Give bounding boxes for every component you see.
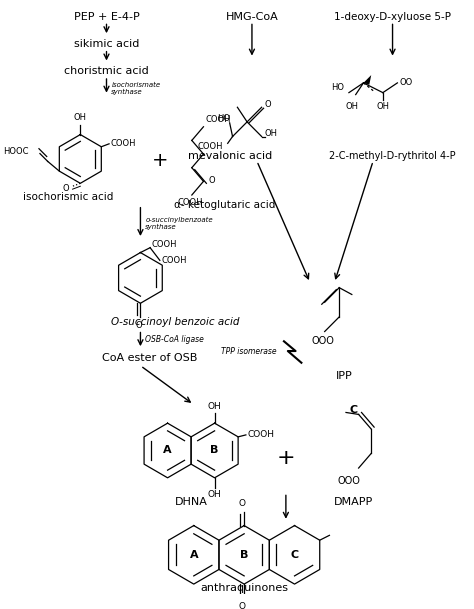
Text: COOH: COOH <box>205 115 231 124</box>
Text: O: O <box>135 321 142 330</box>
Text: COOH: COOH <box>151 241 177 249</box>
Text: OH: OH <box>346 102 358 111</box>
Text: HO: HO <box>217 114 229 124</box>
Text: COOH: COOH <box>197 142 223 151</box>
Text: OOO: OOO <box>311 336 334 347</box>
Text: A: A <box>163 446 172 456</box>
Text: TPP isomerase: TPP isomerase <box>220 347 276 356</box>
Text: B: B <box>240 550 248 560</box>
Text: COOH: COOH <box>110 139 136 149</box>
Text: isochorismic acid: isochorismic acid <box>23 192 113 202</box>
Text: DMAPP: DMAPP <box>334 498 374 507</box>
Text: OH: OH <box>74 113 87 122</box>
Text: O: O <box>239 602 246 609</box>
Text: O-succinoyl benzoic acid: O-succinoyl benzoic acid <box>111 317 240 327</box>
Text: O: O <box>239 499 246 508</box>
Text: COOH: COOH <box>162 256 187 265</box>
Polygon shape <box>364 75 371 85</box>
Text: O: O <box>63 184 69 192</box>
Text: OH: OH <box>208 401 221 410</box>
Text: HOOC: HOOC <box>3 147 28 156</box>
Text: COOH: COOH <box>177 198 203 207</box>
Text: CoA ester of OSB: CoA ester of OSB <box>101 353 197 363</box>
Text: +: + <box>152 152 168 171</box>
Text: 1-deoxy-D-xyluose 5-P: 1-deoxy-D-xyluose 5-P <box>334 12 451 22</box>
Text: OH: OH <box>264 129 278 138</box>
Text: COOH: COOH <box>248 431 275 440</box>
Text: C: C <box>291 550 299 560</box>
Text: IPP: IPP <box>336 370 353 381</box>
Text: O: O <box>208 176 215 185</box>
Text: A: A <box>190 550 198 560</box>
Text: α- ketoglutaric acid: α- ketoglutaric acid <box>174 200 276 210</box>
Text: OSB-CoA ligase: OSB-CoA ligase <box>146 336 204 345</box>
Text: sikimic acid: sikimic acid <box>74 39 139 49</box>
Text: synthase: synthase <box>146 224 177 230</box>
Text: OOO: OOO <box>337 476 360 486</box>
Text: OO: OO <box>399 79 412 87</box>
Text: O: O <box>264 100 271 109</box>
Text: choristmic acid: choristmic acid <box>64 66 149 76</box>
Text: synthase: synthase <box>111 89 143 95</box>
Text: HMG-CoA: HMG-CoA <box>226 12 278 22</box>
Text: C: C <box>350 404 358 415</box>
Text: DHNA: DHNA <box>174 498 208 507</box>
Text: PEP + E-4-P: PEP + E-4-P <box>73 12 139 22</box>
Text: B: B <box>210 446 219 456</box>
Text: o-succinylbenzoate: o-succinylbenzoate <box>146 216 213 222</box>
Text: +: + <box>276 448 295 468</box>
Text: OH: OH <box>208 490 221 499</box>
Text: OH: OH <box>376 102 389 111</box>
Text: isochorismate: isochorismate <box>111 82 161 88</box>
Text: mevalonic acid: mevalonic acid <box>188 151 272 161</box>
Text: HO: HO <box>331 83 344 92</box>
Text: anthraquinones: anthraquinones <box>200 583 288 593</box>
Text: 2-C-methyl-D-rythritol 4-P: 2-C-methyl-D-rythritol 4-P <box>329 151 456 161</box>
